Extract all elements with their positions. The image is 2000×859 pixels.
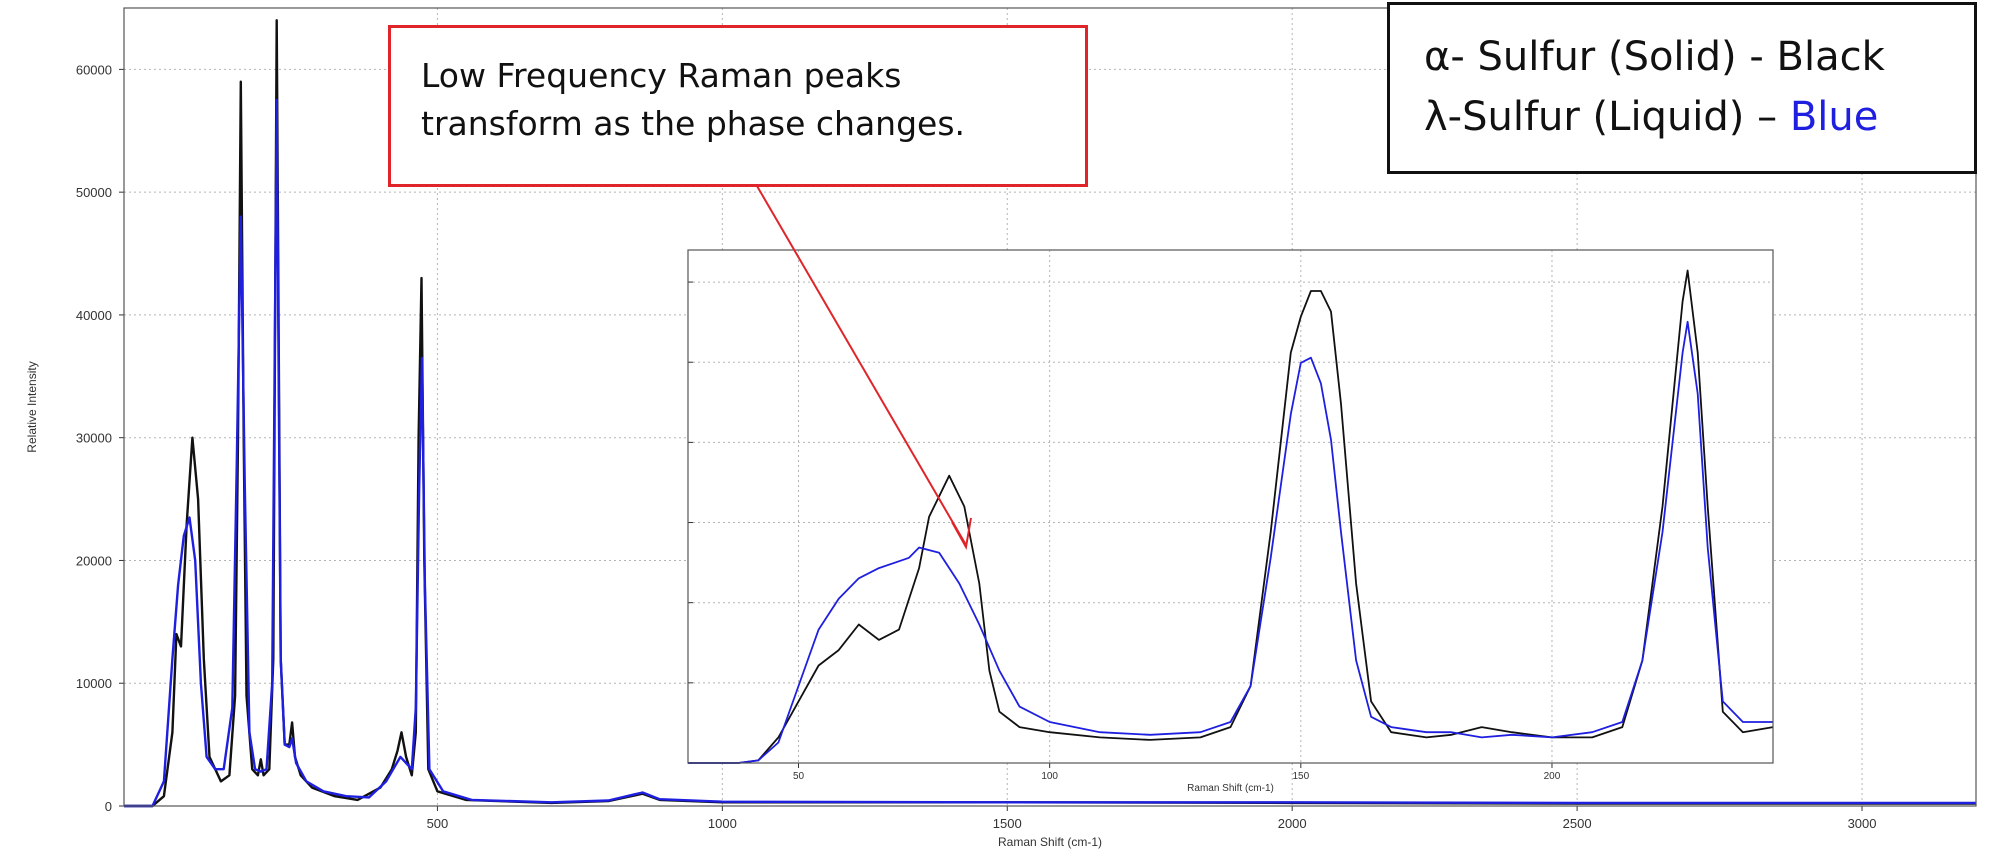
main-y-tick-label: 60000 [76,62,112,77]
legend-blue-word: Blue [1789,94,1879,140]
inset-x-tick-label: 150 [1292,771,1309,782]
main-series-line-liquid [124,98,1976,808]
callout-text-line2: transform as the phase changes. [421,104,966,143]
inset-plot-bg [688,250,1773,763]
main-y-tick-label: 40000 [76,308,112,323]
inset-x-tick-label: 50 [793,771,805,782]
inset-plot-frame [687,249,1774,764]
inset-x-tick-label: 100 [1041,771,1058,782]
inset-x-axis-label: Raman Shift (cm-1) [1187,783,1274,794]
callout-text-line1: Low Frequency Raman peaks [421,56,902,95]
main-series-line-solid [124,19,1976,808]
main-y-tick-label: 0 [105,799,112,814]
main-x-tick-label: 3000 [1848,816,1877,831]
main-x-tick-label: 2500 [1563,816,1592,831]
main-y-tick-label: 10000 [76,676,112,691]
main-x-tick-label: 1000 [708,816,737,831]
main-plot-frame [123,7,1977,807]
legend-line-liquid: λ-Sulfur (Liquid) – Blue [1424,87,1940,147]
main-x-tick-label: 1500 [993,816,1022,831]
legend-line-liquid-label: λ-Sulfur (Liquid) – [1424,94,1790,140]
inset-series-line-liquid [688,320,1773,764]
main-y-tick-label: 50000 [76,185,112,200]
main-x-tick-label: 500 [427,816,449,831]
main-y-tick-label: 20000 [76,553,112,568]
callout-box: Low Frequency Raman peaks transform as t… [388,25,1088,187]
main-y-axis-label: Relative Intensity [25,361,39,452]
legend-line-solid: α- Sulfur (Solid) - Black [1424,34,1885,80]
inset-x-tick-label: 200 [1544,771,1561,782]
main-x-tick-label: 2000 [1278,816,1307,831]
callout-arrow-head [951,517,972,550]
legend-box: α- Sulfur (Solid) - Black λ-Sulfur (Liqu… [1387,2,1977,174]
inset-panel: 50 100 150 200 Raman Shift (cm-1) [687,249,1774,794]
main-x-axis-label: Raman Shift (cm-1) [998,835,1102,849]
callout-arrow-line [756,185,967,546]
main-y-tick-label: 30000 [76,431,112,446]
